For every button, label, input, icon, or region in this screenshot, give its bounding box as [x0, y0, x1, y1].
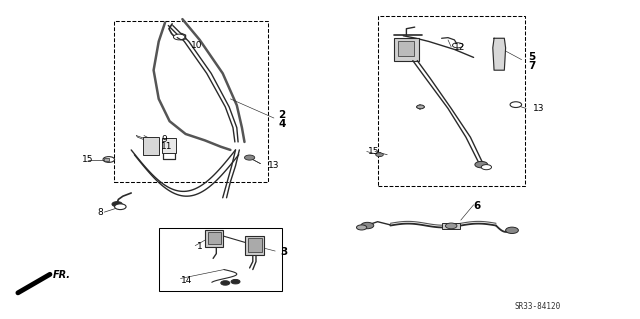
Text: FR.: FR. [52, 270, 70, 280]
Text: 15: 15 [82, 155, 93, 164]
Circle shape [244, 155, 255, 160]
Circle shape [231, 279, 240, 284]
Bar [114, 21, 268, 182]
Bar [398, 41, 414, 56]
Circle shape [112, 202, 122, 207]
Bar [205, 230, 223, 247]
Polygon shape [493, 38, 506, 70]
Text: 4: 4 [278, 119, 286, 129]
Bar [162, 138, 176, 153]
Text: 6: 6 [474, 201, 481, 211]
Circle shape [376, 153, 383, 157]
Text: 13: 13 [532, 104, 544, 113]
Text: 14: 14 [180, 276, 192, 285]
Bar [378, 16, 525, 186]
Text: 9: 9 [161, 135, 167, 144]
Circle shape [221, 281, 230, 285]
Circle shape [506, 227, 518, 234]
Bar [208, 232, 221, 244]
Bar [248, 238, 262, 252]
Bar [394, 38, 419, 61]
Text: 12: 12 [454, 43, 466, 52]
Polygon shape [18, 281, 38, 293]
Circle shape [452, 43, 463, 48]
Circle shape [115, 204, 126, 210]
Circle shape [173, 34, 185, 40]
Circle shape [445, 223, 457, 229]
Text: 2: 2 [278, 110, 285, 120]
Bar [104, 158, 109, 161]
Text: SR33-84120: SR33-84120 [515, 302, 561, 311]
Text: 10: 10 [191, 41, 202, 50]
Text: 15: 15 [368, 147, 380, 156]
Bar [159, 228, 282, 291]
Text: 8: 8 [97, 208, 103, 217]
Circle shape [356, 225, 367, 230]
Circle shape [417, 105, 424, 109]
Text: 7: 7 [528, 61, 536, 71]
Text: 1: 1 [196, 242, 202, 251]
Bar [442, 223, 460, 229]
Bar [245, 236, 264, 255]
Bar [143, 137, 159, 155]
Text: 13: 13 [268, 161, 279, 170]
Circle shape [475, 161, 488, 168]
Text: 3: 3 [280, 247, 287, 257]
Text: 11: 11 [161, 142, 173, 151]
Circle shape [510, 102, 522, 108]
Circle shape [481, 165, 492, 170]
Circle shape [103, 157, 115, 162]
Text: 5: 5 [528, 52, 535, 63]
Circle shape [361, 222, 374, 229]
